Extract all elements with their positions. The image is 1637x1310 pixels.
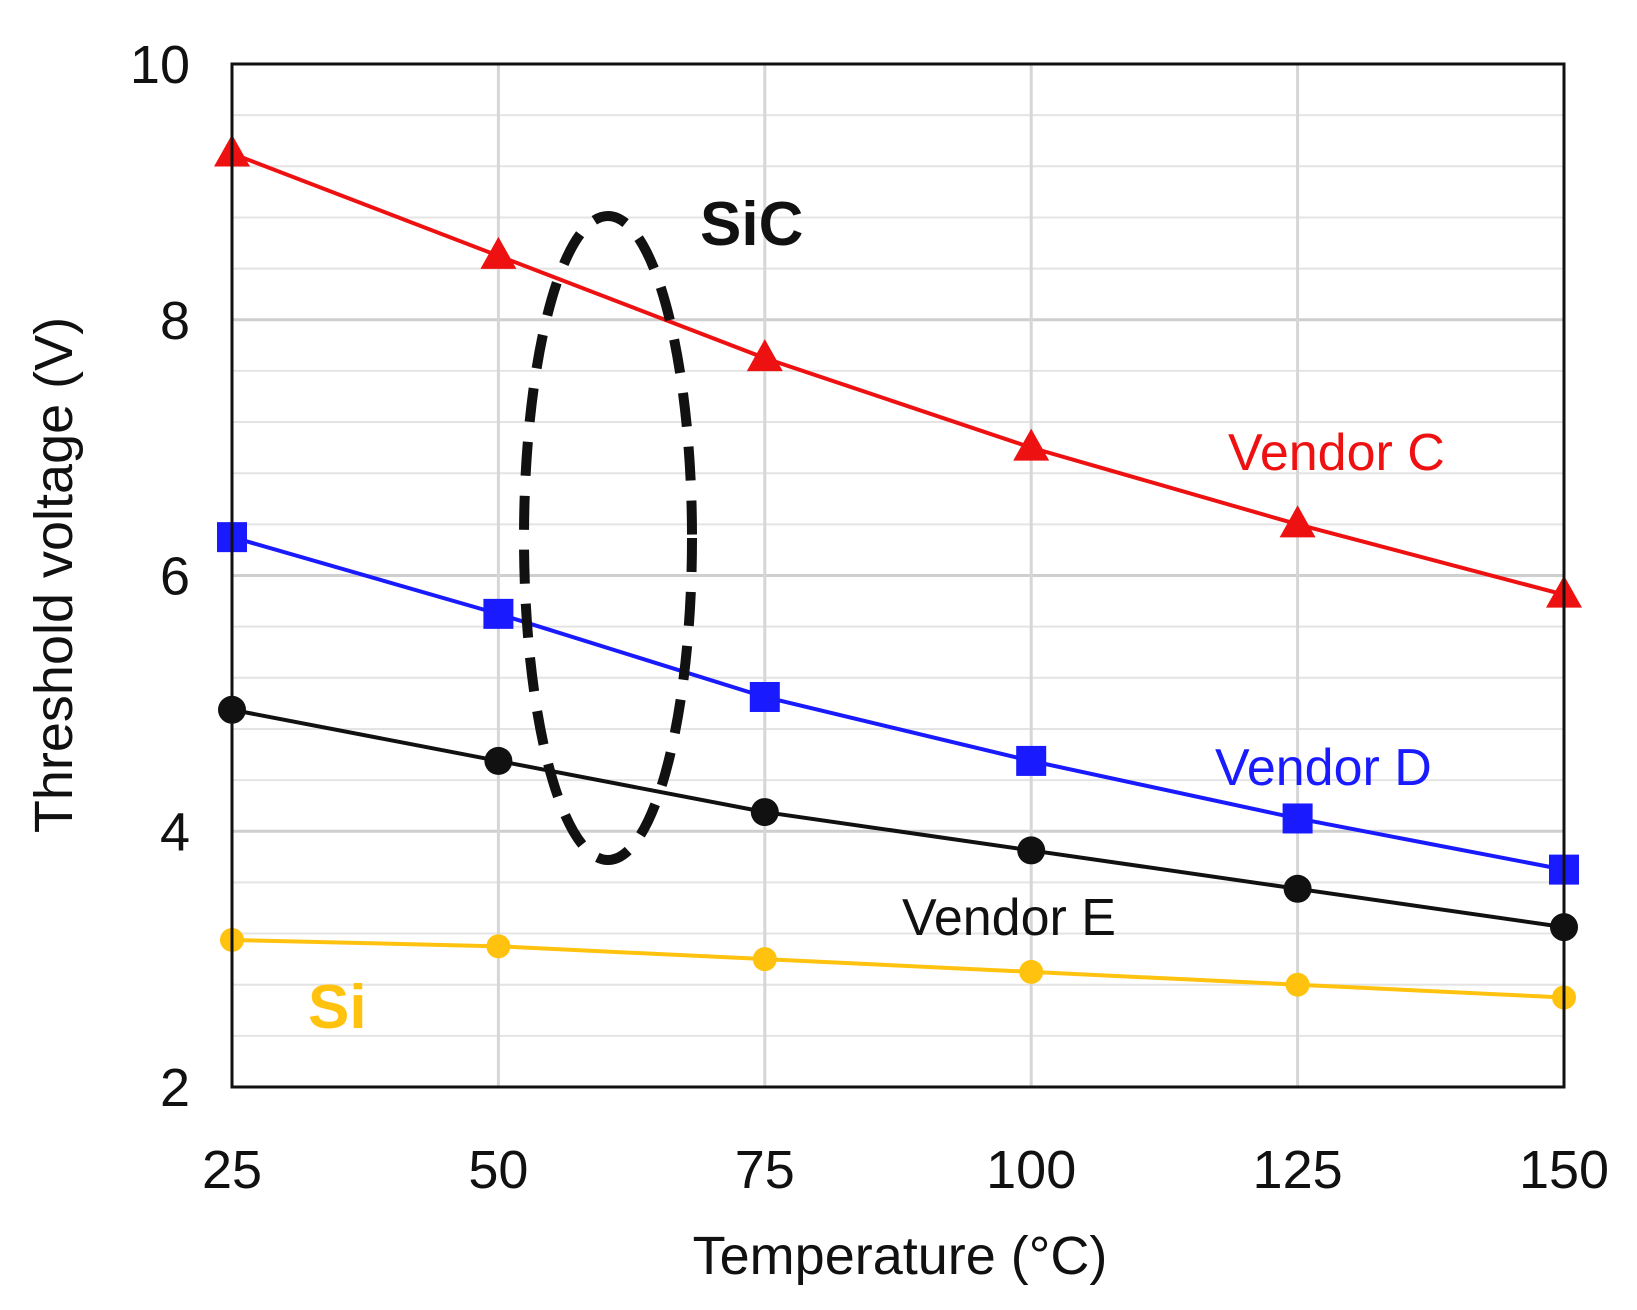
data-point-vendor-c xyxy=(746,339,783,372)
data-point-si xyxy=(1019,959,1044,984)
y-axis-title: Threshold voltage (V) xyxy=(24,317,84,833)
x-axis-title: Temperature (°C) xyxy=(693,1226,1108,1286)
y-tick-label: 8 xyxy=(160,291,190,351)
data-point-si xyxy=(752,947,777,972)
series-line-vendor-c xyxy=(231,151,1565,597)
series-label-vendor-e: Vendor E xyxy=(902,889,1116,947)
series-line-vendor-e xyxy=(231,707,1565,930)
data-point-vendor-e xyxy=(750,798,779,827)
y-axis-ticks: 2 4 6 8 10 xyxy=(130,35,190,1118)
sic-group-ellipse xyxy=(519,211,697,865)
y-tick-label: 10 xyxy=(130,35,190,95)
x-tick-label: 150 xyxy=(1519,1140,1609,1200)
x-tick-label: 100 xyxy=(986,1140,1076,1200)
series-layer xyxy=(214,134,1582,1010)
x-axis-ticks: 25 50 75 100 125 150 xyxy=(202,1140,1609,1200)
x-tick-label: 75 xyxy=(735,1140,795,1200)
data-point-vendor-e xyxy=(1283,874,1312,903)
series-label-vendor-c: Vendor C xyxy=(1228,424,1445,482)
data-point-vendor-e xyxy=(1017,836,1046,865)
x-tick-label: 25 xyxy=(202,1140,262,1200)
plot-frame xyxy=(230,62,1566,1089)
sic-annotation: SiC xyxy=(700,190,803,259)
series-label-si: Si xyxy=(308,973,367,1042)
data-point-vendor-d xyxy=(749,681,780,712)
y-tick-label: 2 xyxy=(160,1058,190,1118)
x-tick-label: 50 xyxy=(468,1140,528,1200)
series-line-si xyxy=(231,937,1565,1000)
data-point-vendor-e xyxy=(484,746,513,775)
grid xyxy=(232,64,1564,1087)
data-point-vendor-d xyxy=(1282,803,1313,834)
y-tick-label: 4 xyxy=(160,802,190,862)
series-label-vendor-d: Vendor D xyxy=(1215,739,1432,797)
y-tick-label: 6 xyxy=(160,547,190,607)
data-point-vendor-c xyxy=(1279,505,1316,538)
data-point-vendor-c xyxy=(480,236,517,269)
data-point-vendor-c xyxy=(1013,428,1050,461)
data-point-vendor-d xyxy=(1016,745,1047,776)
series-line-vendor-d xyxy=(231,535,1565,872)
data-point-si xyxy=(1285,972,1310,997)
data-point-vendor-d xyxy=(483,598,514,629)
data-point-si xyxy=(486,934,511,959)
x-tick-label: 125 xyxy=(1253,1140,1343,1200)
